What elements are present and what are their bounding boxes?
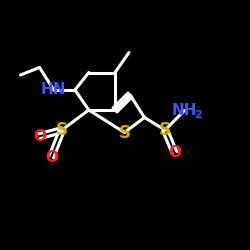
Text: S: S bbox=[159, 121, 171, 139]
Text: O: O bbox=[33, 129, 46, 144]
Text: NH: NH bbox=[172, 103, 197, 118]
Text: S: S bbox=[56, 121, 68, 139]
Text: HN: HN bbox=[41, 82, 66, 98]
Text: 2: 2 bbox=[194, 110, 202, 120]
Text: O: O bbox=[168, 145, 181, 160]
Text: S: S bbox=[118, 124, 130, 142]
Text: O: O bbox=[45, 150, 58, 164]
